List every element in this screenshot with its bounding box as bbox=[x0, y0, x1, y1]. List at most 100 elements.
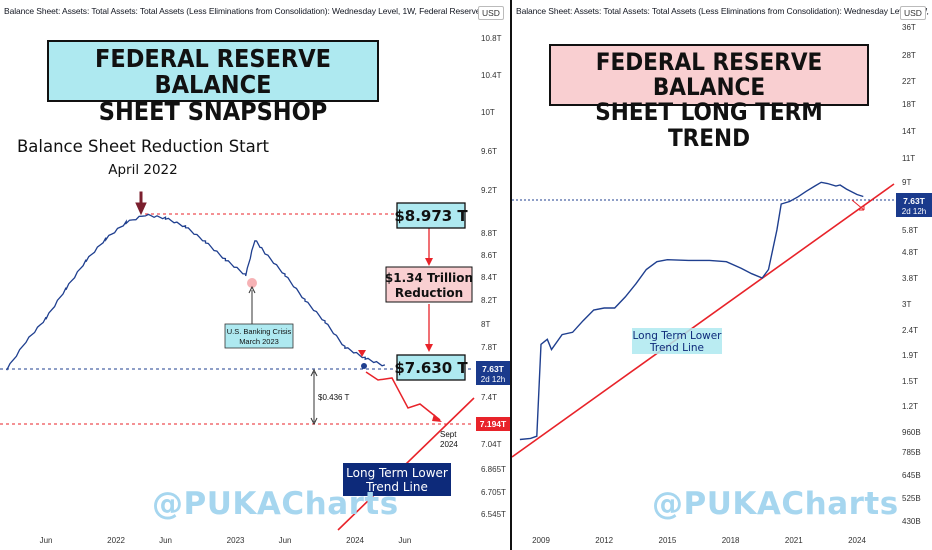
reduction-label-2: Reduction bbox=[395, 286, 463, 300]
left-trend-label-box bbox=[343, 463, 451, 496]
left-trend-label-2: Trend Line bbox=[365, 480, 428, 494]
right-trend-label-box bbox=[632, 328, 722, 354]
left-target-tag-bg bbox=[476, 417, 510, 431]
left-y-tick-label: 10.4T bbox=[481, 71, 502, 80]
left-price-tag-bg bbox=[476, 361, 510, 385]
right-y-tick-label: 3.8T bbox=[902, 274, 918, 283]
right-y-tick-label: 3T bbox=[902, 300, 911, 309]
left-y-tick-label: 7.8T bbox=[481, 343, 497, 352]
left-y-tick-label: 9.6T bbox=[481, 147, 497, 156]
left-x-tick-label: Jun bbox=[279, 536, 292, 545]
left-price-tag-value: 7.63T bbox=[482, 364, 505, 374]
left-chart-header: Balance Sheet: Assets: Total Assets: Tot… bbox=[4, 6, 481, 16]
left-title-line-2: SHEET SNAPSHOP bbox=[98, 96, 328, 126]
right-y-tick-label: 18T bbox=[902, 100, 916, 109]
projection-arrowhead bbox=[432, 414, 442, 422]
right-y-tick-label: 9T bbox=[902, 178, 911, 187]
right-y-tick-label: 36T bbox=[902, 23, 916, 32]
right-current-arrow bbox=[851, 199, 865, 211]
left-y-tick-label: 10T bbox=[481, 108, 495, 117]
right-title-line-1: FEDERAL RESERVE BALANCE bbox=[595, 48, 823, 102]
left-y-tick-label: 7.04T bbox=[481, 440, 502, 449]
right-y-tick-label: 645B bbox=[902, 471, 921, 480]
right-chart-panel[interactable]: Balance Sheet: Assets: Total Assets: Tot… bbox=[512, 0, 932, 550]
panel-divider[interactable] bbox=[510, 0, 512, 550]
reduction-label-box bbox=[385, 266, 473, 303]
left-y-tick-label: 6.705T bbox=[481, 488, 506, 497]
left-balance-line bbox=[6, 213, 386, 371]
reduction-date: April 2022 bbox=[108, 162, 178, 178]
left-watermark: @PUKACharts bbox=[152, 486, 399, 522]
left-x-tick-label: 2023 bbox=[227, 536, 245, 545]
left-y-tick-label: 6.865T bbox=[481, 465, 506, 474]
peak-label-box bbox=[396, 202, 466, 229]
right-y-tick-label: 11T bbox=[902, 154, 915, 163]
current-label-box bbox=[396, 354, 466, 381]
right-y-tick-label: 1.5T bbox=[902, 377, 918, 386]
left-x-tick-label: 2022 bbox=[107, 536, 125, 545]
right-chart-svg: 430B 525B 645B 785B 960B 1.2T 1.5T 1.9T 2.4T 3T 3.… bbox=[512, 23, 932, 545]
right-x-tick-label: 2024 bbox=[848, 536, 866, 545]
banking-crisis-marker bbox=[247, 278, 257, 288]
target-date-label-1: Sept bbox=[440, 430, 457, 439]
left-x-tick-label: 2024 bbox=[346, 536, 364, 545]
right-balance-line bbox=[519, 181, 864, 441]
left-price-tag-time: 2d 12h bbox=[481, 375, 505, 384]
peak-marker-arrow bbox=[135, 191, 147, 216]
left-chart-panel[interactable]: Balance Sheet: Assets: Total Assets: Tot… bbox=[0, 0, 510, 550]
left-chart-svg: 6.545T6.705T6.865T7.04T7.2T7.4T7.6T7.8T8… bbox=[0, 34, 510, 545]
left-trend-label-1: Long Term Lower bbox=[346, 466, 448, 480]
right-trend-label-2: Trend Line bbox=[649, 342, 704, 354]
right-y-tick-label: 4.8T bbox=[902, 248, 918, 257]
projection-path bbox=[365, 371, 441, 421]
right-title-line-2: SHEET LONG TERM TREND bbox=[595, 98, 823, 152]
right-trend-label-1: Long Term Lower bbox=[633, 330, 723, 342]
left-y-tick-label: 8.4T bbox=[481, 273, 497, 282]
right-y-tick-label: 430B bbox=[902, 517, 921, 526]
difference-label: $0.436 T bbox=[318, 393, 350, 402]
right-y-tick-label: 525B bbox=[902, 494, 921, 503]
right-currency-label: USD bbox=[900, 6, 926, 20]
right-x-tick-label: 2021 bbox=[785, 536, 803, 545]
right-y-tick-label: 1.9T bbox=[902, 351, 918, 360]
right-y-tick-label: 22T bbox=[902, 77, 916, 86]
right-title-box: FEDERAL RESERVE BALANCE SHEET LONG TERM … bbox=[549, 44, 869, 150]
right-x-tick-label: 2018 bbox=[722, 536, 740, 545]
right-price-tag-value: 7.63T bbox=[903, 196, 926, 206]
left-y-tick-label: 8T bbox=[481, 320, 490, 329]
right-x-tick-label: 2012 bbox=[595, 536, 613, 545]
reduction-arrowhead-bottom bbox=[425, 344, 433, 352]
left-y-tick-label: 10.8T bbox=[481, 34, 502, 43]
right-y-tick-label: 1.2T bbox=[902, 402, 918, 411]
left-y-tick-label: 8.2T bbox=[481, 296, 497, 305]
banking-crisis-label-1: U.S. Banking Crisis bbox=[227, 327, 292, 336]
left-currency-label: USD bbox=[478, 6, 504, 20]
down-triangle-marker bbox=[358, 350, 366, 357]
banking-crisis-box bbox=[224, 323, 294, 349]
right-price-tag-bg bbox=[896, 193, 932, 217]
reduction-arrowhead-top bbox=[425, 258, 433, 266]
right-price-tag-time: 2d 12h bbox=[902, 207, 926, 216]
left-y-tick-label: 7.4T bbox=[481, 393, 497, 402]
banking-crisis-label-2: March 2023 bbox=[239, 337, 279, 346]
left-y-tick-label: 8.6T bbox=[481, 251, 497, 260]
right-y-tick-label: 28T bbox=[902, 51, 916, 60]
difference-arrowhead-top bbox=[310, 368, 318, 377]
current-label: $7.630 T bbox=[394, 359, 468, 377]
peak-label: $8.973 T bbox=[394, 207, 468, 225]
right-x-tick-label: 2015 bbox=[659, 536, 677, 545]
left-y-tick-label: 9.2T bbox=[481, 186, 497, 195]
left-title-box: FEDERAL RESERVE BALANCE SHEET SNAPSHOP bbox=[47, 40, 379, 124]
right-trend-line bbox=[512, 183, 895, 458]
reduction-label-1: $1.34 Trillion bbox=[385, 271, 473, 285]
current-point-dot bbox=[361, 363, 367, 369]
right-y-tick-label: 5.8T bbox=[902, 226, 918, 235]
left-y-tick-label: 6.545T bbox=[481, 510, 506, 519]
left-x-tick-label: Jun bbox=[398, 536, 411, 545]
right-y-tick-label: 785B bbox=[902, 448, 921, 457]
target-date-label-2: 2024 bbox=[440, 440, 458, 449]
banking-crisis-arrowhead bbox=[248, 285, 256, 294]
difference-arrowhead-bottom bbox=[310, 417, 318, 426]
reduction-heading: Balance Sheet Reduction Start bbox=[17, 137, 270, 156]
left-x-tick-label: Jun bbox=[40, 536, 53, 545]
